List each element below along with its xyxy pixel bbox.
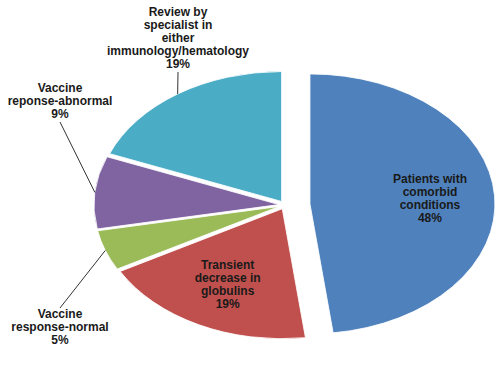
label-line: 19% <box>166 57 190 71</box>
slice-label: Vaccineresponse-normal5% <box>11 307 108 347</box>
label-line: globulins <box>201 284 255 298</box>
label-line: 19% <box>216 297 240 311</box>
label-line: 9% <box>51 107 69 121</box>
slice-label: Patients withcomorbidconditions48% <box>393 172 467 225</box>
label-line: 48% <box>418 211 442 225</box>
pie-slice <box>310 74 495 333</box>
pie <box>94 72 495 339</box>
slice-label: Vaccinereponse-abnormal9% <box>8 81 113 121</box>
slice-label: Review byspecialist ineitherimmunology/h… <box>107 5 249 71</box>
pie-slice <box>110 72 282 202</box>
label-line: Vaccine <box>38 81 83 95</box>
label-line: specialist in <box>144 18 213 32</box>
label-line: Vaccine <box>38 307 83 321</box>
label-line: Review by <box>149 5 208 19</box>
label-line: conditions <box>400 198 461 212</box>
leader-line <box>60 122 95 192</box>
label-line: either <box>162 31 195 45</box>
label-line: decrease in <box>195 271 261 285</box>
label-line: reponse-abnormal <box>8 94 113 108</box>
slice-label: Transientdecrease inglobulins19% <box>195 258 261 311</box>
leader-line <box>177 72 178 94</box>
label-line: immunology/hematology <box>107 44 249 58</box>
label-line: Patients with <box>393 172 467 186</box>
label-line: response-normal <box>11 320 108 334</box>
leader-line <box>60 250 105 308</box>
label-line: Transient <box>201 258 254 272</box>
label-line: comorbid <box>403 185 458 199</box>
labels: Patients withcomorbidconditions48% Transi… <box>8 5 467 347</box>
chart: Patients withcomorbidconditions48% Transi… <box>0 0 500 369</box>
label-line: 5% <box>51 333 69 347</box>
